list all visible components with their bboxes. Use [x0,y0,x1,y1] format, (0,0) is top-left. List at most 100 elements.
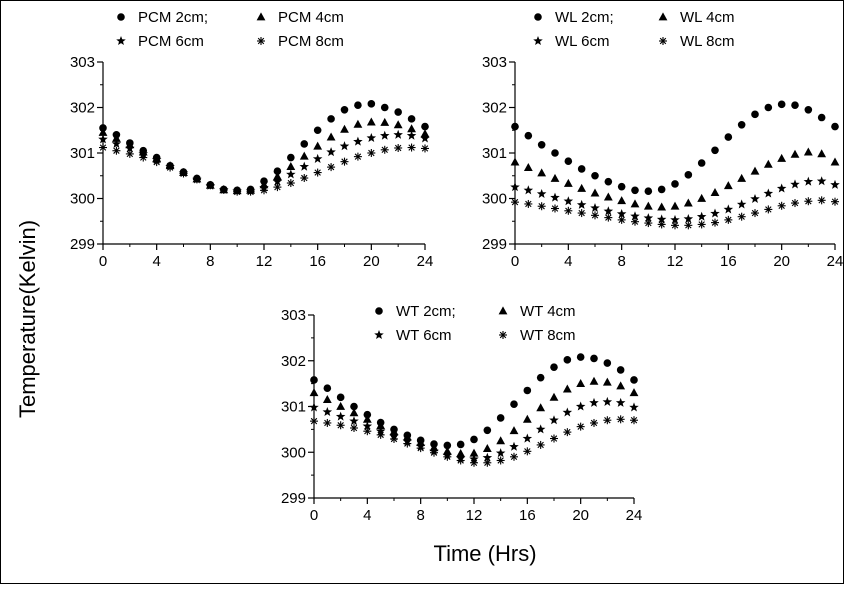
data-point-asterisk [273,183,282,192]
data-point-star [362,421,373,431]
data-point-triangle [589,376,599,385]
data-point-triangle [790,149,800,158]
data-point-triangle [336,401,346,410]
data-point-star [406,130,417,140]
legend-asterisk-icon [499,331,507,339]
data-point-asterisk [112,146,121,155]
data-point-triangle [273,172,282,181]
data-point-triangle [737,173,747,182]
y-axis-title: Temperature(Kelvin) [15,220,40,418]
data-point-circle [657,185,666,194]
data-point-triangle [683,198,693,207]
data-point-star [803,176,814,186]
data-point-triangle [750,166,760,175]
data-point-star [576,199,587,209]
data-point-asterisk [751,209,759,218]
data-point-circle [287,153,295,162]
data-point-asterisk [616,415,625,424]
data-point-asterisk [430,448,438,457]
data-point-asterisk [246,187,255,196]
data-point-circle [671,180,679,188]
y-tick-label: 301 [482,145,507,162]
data-point-asterisk [591,211,599,220]
data-point-star [723,204,734,214]
data-point-asterisk [564,206,573,215]
data-point-star [272,176,283,186]
data-point-star [509,441,519,451]
y-tick-label: 302 [70,100,95,117]
data-point-asterisk [443,452,452,461]
data-point-star [286,169,296,179]
data-point-triangle [630,199,640,208]
data-point-circle [456,440,465,449]
legend-triangle-icon [498,306,508,315]
data-point-triangle [777,153,787,162]
data-point-triangle [420,129,430,138]
legend-label: WT 4cm [520,303,576,320]
data-point-asterisk [537,202,546,211]
series-points [309,376,639,458]
x-tick-label: 16 [309,253,326,270]
data-point-circle [576,353,585,361]
legend-star-icon [374,330,384,340]
data-point-star [763,188,774,198]
data-point-asterisk [323,418,332,427]
data-point-asterisk [394,143,403,152]
data-point-circle [537,141,546,149]
data-point-asterisk [563,428,572,437]
data-point-circle [697,159,706,167]
data-point-star [335,411,346,421]
legend-star-icon [116,36,126,46]
data-point-triangle [326,132,336,141]
data-point-star [750,193,760,203]
data-point-circle [536,373,545,382]
legend-triangle-icon [658,12,668,21]
data-point-asterisk [390,434,398,443]
data-point-asterisk [511,198,519,207]
data-point-asterisk [631,217,639,226]
chart-panel-pcm: 299 300 301 302 303 0 4 8 12 16 20 24 PCM 2cm; PCM 4c… [70,9,433,270]
data-point-triangle [313,141,323,150]
data-point-star [630,211,640,221]
data-point-asterisk [99,143,107,152]
data-point-star [469,454,479,464]
data-point-circle [407,115,416,123]
data-point-circle [831,122,839,131]
y-tick-label: 302 [482,100,507,117]
data-point-asterisk [192,175,201,184]
data-point-asterisk [139,153,148,162]
data-point-star [710,208,720,218]
y-tick-label: 299 [482,236,507,253]
data-point-asterisk [336,421,345,430]
data-point-star [522,433,533,443]
data-point-triangle [340,124,349,133]
data-point-circle [564,157,573,165]
data-point-asterisk [604,213,613,222]
series-points [99,143,429,196]
x-tick-label: 12 [667,253,684,270]
data-point-circle [577,165,586,173]
legend-label: WT 8cm [520,327,576,344]
legend-asterisk-icon [257,37,265,45]
x-tick-label: 20 [572,507,589,524]
data-point-circle [511,122,519,131]
data-point-star [816,176,827,186]
data-point-circle [631,186,639,195]
data-point-asterisk [407,143,416,152]
x-axis-title: Time (Hrs) [433,541,536,566]
data-point-star [309,402,319,412]
data-point-star [138,148,149,158]
data-point-circle [327,115,335,123]
data-point-circle [644,187,653,196]
data-point-circle [777,100,786,109]
data-point-asterisk [644,219,653,228]
x-tick-label: 4 [363,507,371,524]
data-point-asterisk [380,145,389,154]
data-point-asterisk [421,144,429,153]
legend-label: PCM 6cm [138,33,204,50]
y-tick-label: 303 [281,307,306,324]
data-point-triangle [617,196,627,205]
data-point-circle [804,105,813,114]
